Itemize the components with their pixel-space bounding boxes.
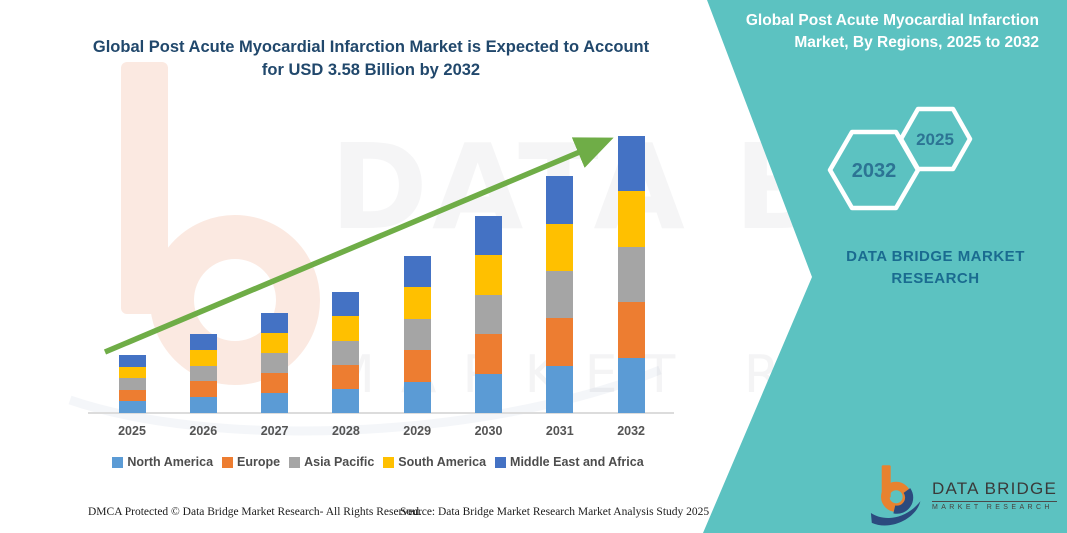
x-axis-label-2026: 2026 <box>189 424 218 438</box>
side-panel-title: Global Post Acute Myocardial Infarction … <box>745 12 1039 51</box>
bar-segment-asia-pacific-2025 <box>118 378 146 390</box>
x-axis-label-2031: 2031 <box>545 424 574 438</box>
hexagon-2025-year: 2025 <box>916 130 954 149</box>
bar-2032 <box>617 136 645 413</box>
logo-name: DATA BRIDGE <box>932 478 1057 498</box>
bar-segment-north-america-2031 <box>546 365 574 413</box>
x-axis-line <box>88 412 674 414</box>
bar-segment-europe-2025 <box>118 389 146 402</box>
bar-segment-north-america-2028 <box>332 388 360 413</box>
bar-segment-south-america-2032 <box>617 191 645 247</box>
bar-segment-north-america-2030 <box>475 373 502 413</box>
bar-segment-europe-2028 <box>332 364 360 389</box>
footer-dmca-text: DMCA Protected © Data Bridge Market Rese… <box>88 506 422 518</box>
legend-swatch <box>495 456 507 468</box>
hexagon-2032-year: 2032 <box>852 160 897 182</box>
bar-segment-north-america-2026 <box>189 397 217 413</box>
legend-swatch <box>112 456 124 468</box>
legend-label: Middle East and Africa <box>510 455 644 469</box>
side-panel-brand-text: DATA BRIDGE MARKET RESEARCH <box>846 248 1025 287</box>
bar-segment-europe-2029 <box>403 350 431 382</box>
hexagon-2025-shape <box>898 106 973 172</box>
x-axis-label-2029: 2029 <box>403 424 432 438</box>
legend-swatch <box>289 456 301 468</box>
logo-tagline: MARKET RESEARCH <box>932 504 1053 512</box>
bar-segment-asia-pacific-2032 <box>617 246 645 303</box>
chart-legend: North America Europe Asia Pacific South Ame… <box>76 455 680 469</box>
hexagon-badges: 2032 2025 <box>827 106 973 211</box>
legend-item-middle-east-and-africa: Middle East and Africa <box>495 455 644 469</box>
chart-title: Global Post Acute Myocardial Infarction … <box>92 38 650 80</box>
legend-item-europe: Europe <box>222 455 280 469</box>
legend-item-south-america: South America <box>383 455 486 469</box>
bar-segment-europe-2026 <box>189 381 217 398</box>
legend-label: South America <box>398 455 487 469</box>
legend-swatch <box>383 456 395 468</box>
legend-label: Asia Pacific <box>304 455 375 469</box>
legend-label: Europe <box>237 455 281 469</box>
x-axis-label-2027: 2027 <box>260 424 289 438</box>
databridge-logo: DATA BRIDGE MARKET RESEARCH <box>870 462 1057 528</box>
bar-segment-north-america-2029 <box>403 381 431 413</box>
bar-2025 <box>118 354 146 413</box>
logo-divider <box>932 500 1057 503</box>
x-axis-label-2025: 2025 <box>118 424 146 438</box>
bar-segment-north-america-2027 <box>261 393 289 413</box>
bar-segment-south-america-2025 <box>118 366 146 379</box>
legend-item-asia-pacific: Asia Pacific <box>289 455 374 469</box>
databridge-logo-text: DATA BRIDGE MARKET RESEARCH <box>932 478 1057 512</box>
footer-source-text: Source: Data Bridge Market Research Mark… <box>400 506 710 518</box>
legend-item-north-america: North America <box>112 455 213 469</box>
bar-segment-europe-2032 <box>617 302 645 358</box>
bar-segment-middle-east-and-africa-2032 <box>617 136 645 192</box>
legend-swatch <box>222 456 234 468</box>
bar-segment-middle-east-and-africa-2025 <box>118 354 146 367</box>
x-axis-label-2032: 2032 <box>617 424 645 438</box>
bar-segment-north-america-2032 <box>617 357 645 413</box>
databridge-logo-icon <box>870 465 921 526</box>
x-axis-label-2030: 2030 <box>474 424 503 438</box>
x-axis-label-2028: 2028 <box>331 424 360 438</box>
legend-label: North America <box>127 455 214 469</box>
bar-segment-north-america-2025 <box>118 401 146 413</box>
